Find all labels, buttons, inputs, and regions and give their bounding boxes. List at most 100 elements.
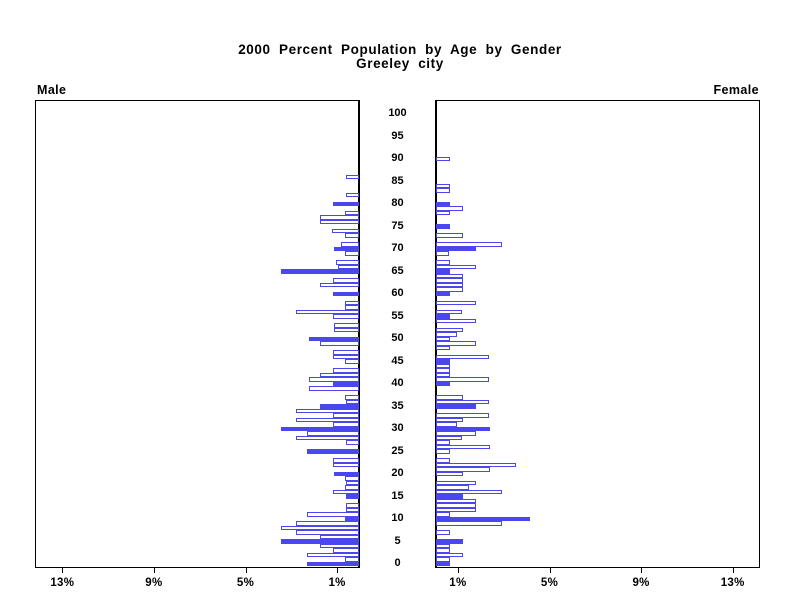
- bar-male-age-86: [346, 174, 359, 180]
- bar-female-age-54: [436, 318, 477, 324]
- bar-male-age-18: [346, 480, 359, 486]
- male-pct-13-tickmark: [62, 568, 64, 573]
- bar-male-age-32: [296, 417, 359, 423]
- bar-male-age-6: [320, 534, 359, 540]
- bar-male-age-74: [331, 228, 359, 234]
- bar-female-age-64: [436, 273, 464, 279]
- age-tick-label-55: 55: [391, 309, 404, 322]
- female-pct-1-tickmark: [457, 568, 459, 573]
- bar-male-age-76: [320, 219, 359, 225]
- bar-female-age-80: [436, 201, 450, 207]
- bar-male-age-29: [307, 431, 359, 436]
- bar-male-age-69: [345, 251, 359, 256]
- bar-male-age-23: [332, 458, 359, 463]
- bar-female-age-17: [436, 485, 470, 490]
- age-tick-label-65: 65: [391, 264, 404, 277]
- male-pct-5-label: 5%: [236, 577, 255, 589]
- bar-male-age-15: [346, 494, 359, 499]
- male-bars-panel: [35, 100, 360, 568]
- bar-female-age-11: [436, 512, 450, 517]
- bar-male-age-4: [320, 543, 359, 549]
- age-tick-label-95: 95: [391, 129, 404, 142]
- bar-male-age-33: [332, 413, 359, 418]
- bar-female-age-48: [436, 345, 450, 351]
- bar-male-age-10: [345, 516, 359, 522]
- bar-male-age-49: [320, 341, 359, 346]
- bar-female-age-44: [436, 363, 450, 369]
- age-tick-label-0: 0: [394, 557, 401, 569]
- bar-male-age-46: [332, 354, 359, 360]
- bar-male-age-43: [332, 368, 359, 373]
- bar-female-age-36: [436, 399, 489, 405]
- bar-female-age-12: [436, 507, 477, 513]
- bar-male-age-82: [346, 192, 359, 198]
- bar-male-age-8: [281, 525, 359, 531]
- bar-female-age-21: [436, 467, 490, 472]
- bar-male-age-45: [345, 359, 359, 364]
- female-panel-label: Female: [713, 83, 759, 97]
- bar-male-age-60: [332, 291, 359, 297]
- bar-male-age-19: [345, 476, 359, 481]
- bar-male-age-12: [346, 507, 359, 513]
- bar-female-age-37: [436, 395, 464, 400]
- age-tick-label-10: 10: [391, 512, 404, 524]
- age-tick-label-75: 75: [391, 219, 404, 232]
- age-tick-label-15: 15: [391, 489, 404, 502]
- bar-male-age-25: [307, 449, 359, 454]
- female-bars-panel: [435, 100, 760, 568]
- bar-male-age-65: [281, 269, 359, 274]
- bar-male-age-9: [296, 521, 359, 526]
- bar-female-age-90: [436, 156, 450, 162]
- female-pct-13-label: 13%: [720, 577, 745, 589]
- age-tick-label-45: 45: [391, 354, 404, 367]
- bar-male-age-0: [307, 561, 359, 567]
- bar-female-age-18: [436, 480, 477, 486]
- bar-female-age-7: [436, 530, 450, 535]
- bar-female-age-42: [436, 372, 450, 378]
- bar-female-age-15: [436, 494, 464, 499]
- bar-male-age-70: [333, 246, 359, 252]
- bar-male-age-71: [340, 242, 359, 247]
- bar-female-age-4: [436, 543, 450, 549]
- age-tick-label-90: 90: [391, 152, 404, 164]
- bar-female-age-75: [436, 224, 450, 229]
- bar-female-age-46: [436, 354, 489, 360]
- age-tick-label-40: 40: [391, 377, 404, 389]
- bar-male-age-5: [281, 539, 359, 544]
- bar-female-age-35: [436, 404, 477, 409]
- bar-male-age-80: [332, 201, 359, 207]
- bar-female-age-83: [436, 188, 450, 193]
- bar-male-age-50: [308, 336, 359, 342]
- bar-female-age-1: [436, 557, 450, 562]
- bar-female-age-63: [436, 278, 464, 283]
- bar-male-age-36: [346, 399, 359, 405]
- bar-male-age-52: [333, 327, 359, 333]
- male-pct-1-label: 1%: [328, 577, 346, 589]
- bar-female-age-50: [436, 336, 450, 342]
- bar-female-age-9: [436, 521, 503, 526]
- bar-male-age-16: [332, 489, 359, 495]
- female-pct-13-tickmark: [732, 568, 734, 573]
- bar-female-age-5: [436, 539, 464, 544]
- bar-female-age-33: [436, 413, 489, 418]
- bar-female-age-28: [436, 435, 463, 441]
- bar-female-age-41: [436, 377, 489, 382]
- age-tick-label-25: 25: [391, 444, 404, 457]
- male-pct-1-tickmark: [337, 568, 339, 573]
- bar-female-age-14: [436, 498, 477, 504]
- chart-title: 2000 Percent Population by Age by Gender: [238, 42, 562, 57]
- bar-female-age-67: [436, 260, 450, 265]
- bar-female-age-23: [436, 458, 450, 463]
- age-tick-label-20: 20: [391, 467, 404, 479]
- bar-female-age-60: [436, 291, 450, 297]
- male-pct-13-label: 13%: [50, 577, 75, 589]
- bar-female-age-26: [436, 444, 490, 450]
- bar-male-age-63: [332, 278, 359, 283]
- bar-male-age-62: [320, 282, 359, 288]
- bar-male-age-53: [333, 323, 359, 328]
- bar-female-age-20: [436, 471, 464, 477]
- male-pct-9-tickmark: [153, 568, 155, 573]
- age-tick-label-50: 50: [391, 332, 404, 344]
- bar-male-age-58: [345, 300, 359, 306]
